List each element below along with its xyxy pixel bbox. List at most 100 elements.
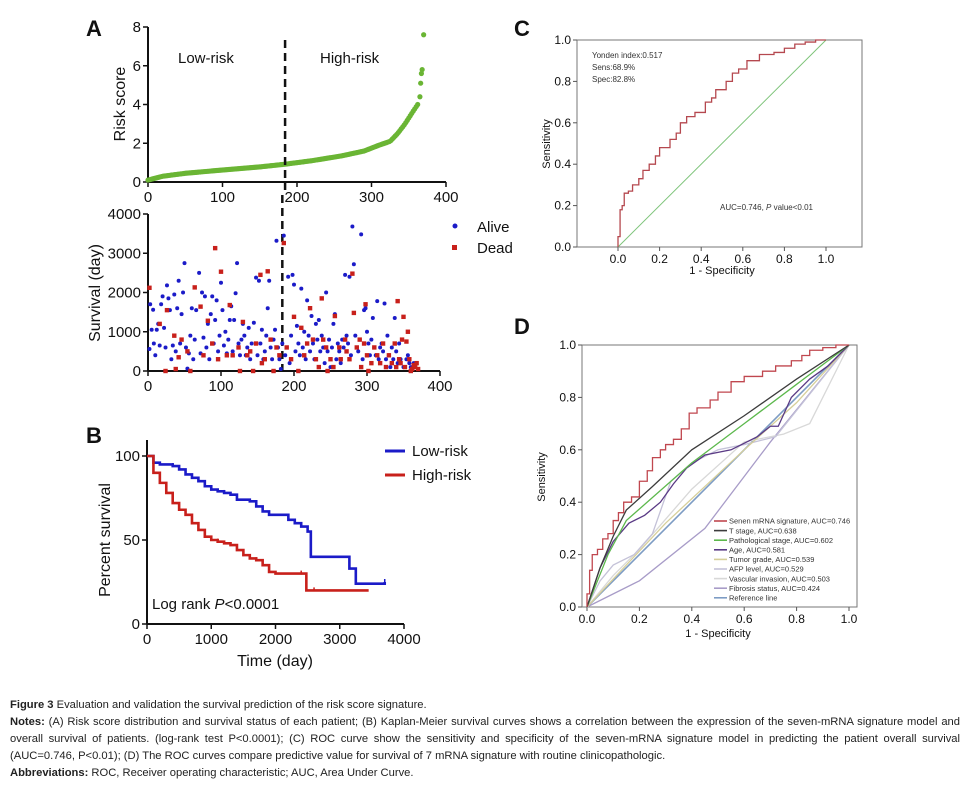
alive-point <box>191 357 196 362</box>
dead-point <box>316 364 322 370</box>
legend-entry: T stage, AUC=0.638 <box>729 526 797 535</box>
alive-point <box>232 317 237 322</box>
alive-point <box>265 306 270 311</box>
alive-point <box>286 274 291 279</box>
alive-point <box>249 341 254 346</box>
dead-point <box>307 306 313 311</box>
auc-annotation: AUC=0.746, P value<0.01 <box>720 203 814 212</box>
y-tick-label: 50 <box>123 532 140 549</box>
y-tick-label: 0.8 <box>554 74 571 88</box>
alive-point <box>331 321 336 326</box>
alive-point <box>207 357 212 362</box>
alive-point <box>346 341 351 346</box>
alive-point <box>283 353 288 358</box>
risk-score-point <box>421 32 427 38</box>
alive-point <box>348 353 353 358</box>
dead-point <box>265 269 270 274</box>
alive-point <box>246 325 251 330</box>
dead-point <box>253 341 259 346</box>
alive-point <box>356 349 361 354</box>
dead-point <box>375 353 380 358</box>
alive-point <box>154 327 159 332</box>
alive-point <box>264 333 269 338</box>
x-tick-label: 1.0 <box>841 612 858 626</box>
x-tick-label: 1000 <box>195 631 228 648</box>
alive-point <box>160 294 165 299</box>
dead-point <box>224 353 230 358</box>
caption-notes: Notes: (A) Risk score distribution and s… <box>10 716 960 762</box>
alive-point <box>281 233 286 238</box>
alive-point <box>310 341 315 346</box>
dead-point <box>210 341 215 346</box>
alive-point <box>267 278 272 283</box>
dead-point <box>395 298 400 304</box>
dead-point <box>164 307 170 313</box>
dead-point <box>284 345 289 350</box>
dead-point <box>240 319 246 325</box>
alive-point <box>315 337 320 342</box>
dead-point <box>396 357 402 362</box>
dead-point <box>319 296 324 301</box>
alive-point <box>188 333 193 338</box>
alive-point <box>153 353 158 358</box>
legend-alive-marker <box>452 223 458 229</box>
alive-point <box>268 345 273 350</box>
alive-point <box>318 349 323 354</box>
dead-point <box>372 345 377 350</box>
percent-survival-ylabel: Percent survival <box>97 483 114 597</box>
km-curve-high-risk <box>147 454 369 592</box>
dead-point <box>407 357 412 362</box>
dead-point <box>399 337 405 342</box>
x-tick-label: 300 <box>354 378 379 395</box>
alive-point <box>300 345 305 350</box>
panel-label-b: B <box>86 423 102 448</box>
alive-point <box>394 349 399 354</box>
alive-point <box>376 357 381 362</box>
plot-frame <box>576 39 863 248</box>
legend-entry: Pathological stage, AUC=0.602 <box>729 536 833 545</box>
alive-point <box>344 333 349 338</box>
alive-point <box>149 327 154 332</box>
alive-point <box>343 272 348 277</box>
alive-point <box>159 302 164 307</box>
alive-point <box>166 296 171 301</box>
dead-point <box>404 339 409 344</box>
y-tick-label: 0.0 <box>559 600 576 614</box>
alive-point <box>392 316 397 321</box>
dead-point <box>215 357 221 362</box>
plot-frame <box>581 344 858 608</box>
panel-d-roc-comparison: D Sensitivity 1 - Specificity 0.0 0.2 0.4 0… <box>514 314 858 640</box>
alive-point <box>353 333 358 338</box>
x-tick-label: 3000 <box>323 631 356 648</box>
alive-point <box>192 337 197 342</box>
y-tick-label: 0.2 <box>559 548 576 562</box>
alive-point <box>179 312 184 317</box>
sensitivity-ylabel-d: Sensitivity <box>536 452 548 502</box>
roc-curve-8 <box>586 344 850 608</box>
alive-point <box>172 292 177 297</box>
panel-c-roc: C Sensitivity 1 - Specificity Yonden ind… <box>514 16 863 277</box>
x-tick-label: 200 <box>281 378 306 395</box>
alive-point <box>313 321 318 326</box>
x-tick-label: 100 <box>210 189 235 206</box>
x-tick-label: 0.8 <box>776 252 793 266</box>
alive-point <box>151 341 156 346</box>
sensitivity-ylabel: Sensitivity <box>541 119 553 169</box>
dead-point <box>337 345 342 350</box>
dead-point <box>176 355 181 360</box>
alive-point <box>258 341 263 346</box>
dead-point <box>402 364 408 370</box>
alive-point <box>254 275 259 280</box>
y-tick-label: 0.2 <box>554 199 571 213</box>
dead-point <box>338 357 343 362</box>
y-tick-label: 0 <box>132 616 140 633</box>
legend-dead-label: Dead <box>477 240 513 257</box>
y-tick-label: 0.4 <box>554 157 571 171</box>
x-tick-label: 100 <box>208 378 233 395</box>
roc-curve-4 <box>586 344 850 608</box>
dead-point <box>332 313 338 319</box>
alive-point <box>290 272 295 277</box>
alive-point <box>405 353 410 358</box>
dead-point <box>248 349 253 354</box>
